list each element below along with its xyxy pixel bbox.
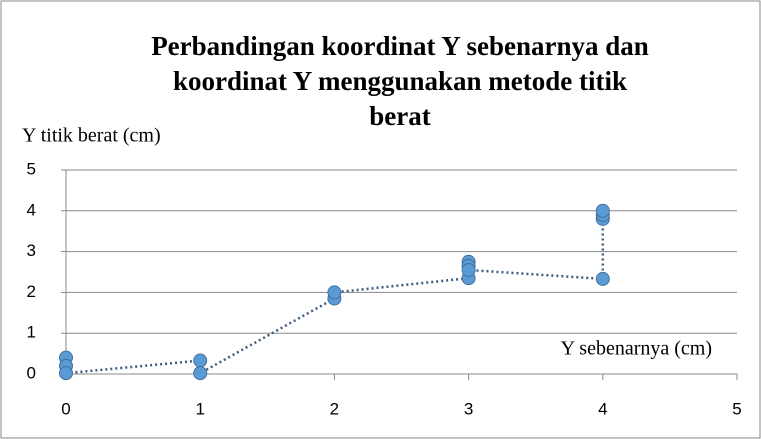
data-point — [193, 366, 208, 381]
series-line — [64, 210, 605, 376]
chart-title: berat — [369, 101, 430, 131]
x-tick-label: 5 — [732, 399, 741, 418]
y-tick-label: 4 — [27, 200, 36, 219]
x-tick-label: 4 — [598, 399, 607, 418]
data-point — [461, 262, 476, 277]
x-tick-label: 3 — [464, 399, 473, 418]
chart-title: Perbandingan koordinat Y sebenarnya dan — [151, 31, 649, 61]
y-tick-label: 1 — [27, 323, 36, 342]
y-tick-label: 2 — [27, 282, 36, 301]
y-tick-label: 5 — [27, 159, 36, 178]
chart-title: koordinat Y menggunakan metode titik — [173, 66, 627, 96]
x-axis-title: Y sebenarnya (cm) — [561, 338, 712, 360]
x-tick-label: 1 — [195, 399, 204, 418]
x-tick-label: 2 — [330, 399, 339, 418]
data-point — [327, 285, 342, 300]
data-point — [59, 366, 73, 381]
data-point — [595, 203, 610, 218]
y-axis-title: Y titik berat (cm) — [22, 125, 161, 147]
x-tick-label: 0 — [61, 399, 70, 418]
data-point — [193, 353, 208, 368]
y-tick-label: 0 — [27, 363, 36, 382]
data-point — [595, 271, 610, 286]
y-tick-label: 3 — [27, 241, 36, 260]
